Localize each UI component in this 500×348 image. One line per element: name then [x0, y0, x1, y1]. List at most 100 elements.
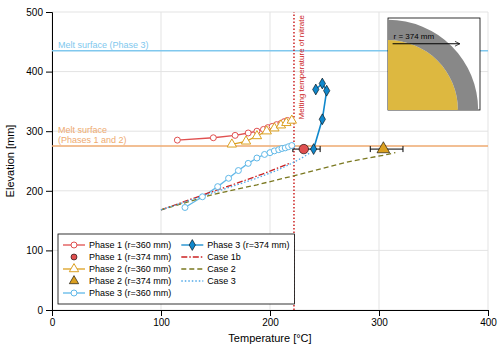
- plot-marks: [52, 12, 488, 310]
- point: [252, 131, 261, 139]
- tick: 0: [50, 310, 56, 328]
- tick-label: 200: [26, 186, 43, 197]
- tick: 100: [153, 310, 170, 328]
- tick-label: 400: [26, 66, 43, 77]
- point: [226, 175, 232, 181]
- error-bar-cap: [402, 146, 403, 152]
- inset-wall: [388, 20, 478, 110]
- grid-line-x: [488, 12, 489, 310]
- legend-marker: [189, 240, 195, 251]
- point: [289, 143, 295, 149]
- inset-drawing: r = 374 mm: [388, 20, 478, 110]
- tick-mark: [46, 12, 52, 13]
- legend-entry: Phase 3 (r=360 mm): [63, 288, 171, 298]
- reference-line: [52, 145, 488, 147]
- legend-box: [58, 234, 295, 304]
- point: [241, 136, 250, 144]
- point: [182, 205, 188, 211]
- inset-arrow: [393, 43, 460, 44]
- tick-label: 500: [26, 7, 43, 18]
- axis-line: [46, 13, 53, 311]
- tick-label: 300: [26, 126, 43, 137]
- series-line: [161, 153, 395, 210]
- grid-line-x: [379, 12, 380, 310]
- point: [319, 114, 325, 125]
- legend-marker: [71, 242, 77, 248]
- inset-frame: [388, 18, 480, 110]
- legend-entry: Phase 2 (r=374 mm): [69, 276, 171, 286]
- series-line: [185, 146, 292, 208]
- point: [287, 115, 296, 123]
- legend-marker: [71, 290, 77, 296]
- tick-mark: [46, 310, 52, 311]
- tick-label: 100: [26, 245, 43, 256]
- legend-label: Phase 1 (r=360 mm): [89, 240, 171, 250]
- inset-label: r = 374 mm: [394, 32, 435, 41]
- point: [245, 160, 251, 166]
- tick: 400: [480, 310, 497, 328]
- grid-line-y: [52, 12, 488, 13]
- legend-label: Case 3: [207, 276, 236, 286]
- point: [324, 85, 330, 96]
- tick-mark: [46, 131, 52, 132]
- legend-label: Phase 2 (r=360 mm): [89, 264, 171, 274]
- point: [254, 155, 260, 161]
- reference-label: Melt surface(Phases 1 and 2): [58, 125, 127, 145]
- legend-entry: Case 1b: [181, 252, 241, 262]
- point: [227, 139, 236, 147]
- legend-label: Case 1b: [207, 252, 241, 262]
- point: [310, 144, 316, 155]
- series-line: [314, 84, 327, 150]
- grid: [52, 12, 488, 310]
- tick-mark: [379, 310, 380, 316]
- tick: 300: [371, 310, 388, 328]
- x-axis-title: Temperature [°C]: [228, 332, 311, 344]
- legend-marker: [69, 276, 78, 284]
- tick-label: 200: [262, 317, 279, 328]
- series-line: [177, 120, 287, 140]
- point: [319, 78, 325, 89]
- legend-label: Phase 2 (r=374 mm): [89, 276, 171, 286]
- chart: 0 100 200 300 400 0 100 200 300 400 500 Temperature…: [0, 0, 500, 348]
- point: [313, 84, 319, 95]
- point: [199, 194, 205, 200]
- legend-label: Phase 3 (r=360 mm): [89, 288, 171, 298]
- error-bar-cap: [370, 146, 371, 152]
- tick-mark: [270, 310, 271, 316]
- tick-label: 100: [153, 317, 170, 328]
- tick-mark: [46, 191, 52, 192]
- y-axis-title: Elevation [mm]: [4, 125, 16, 198]
- tick-mark: [488, 310, 489, 316]
- point: [235, 168, 241, 174]
- reference-label: Melting temperature of nitrate: [297, 14, 306, 119]
- legend-entry: Phase 2 (r=360 mm): [63, 264, 171, 274]
- legend-entry: Phase 1 (r=360 mm): [63, 240, 171, 250]
- point: [245, 130, 251, 136]
- point: [299, 144, 308, 153]
- point: [174, 137, 180, 143]
- tick: 200: [262, 310, 279, 328]
- legend-marker: [71, 254, 77, 260]
- tick: 500: [26, 7, 52, 18]
- tick-label: 0: [50, 317, 56, 328]
- series-line: [161, 163, 290, 209]
- x-axis: 0 100 200 300 400: [50, 310, 498, 328]
- reference-label: Melt surface (Phase 3): [58, 40, 149, 50]
- legend-entry: Case 2: [181, 264, 236, 274]
- error-bar-cap: [320, 146, 321, 152]
- grid-line-y: [52, 190, 488, 191]
- tick: 400: [26, 66, 52, 77]
- legend-label: Case 2: [207, 264, 236, 274]
- point: [377, 142, 390, 153]
- legend-entry: Phase 3 (r=374 mm): [181, 240, 289, 251]
- tick: 100: [26, 245, 52, 256]
- tick: 0: [37, 305, 52, 316]
- y-axis: 0 100 200 300 400 500: [26, 7, 52, 316]
- legend: Phase 1 (r=360 mm) Phase 1 (r=374 mm) Phas…: [58, 234, 295, 304]
- legend-line: [181, 280, 203, 281]
- tick-label: 300: [371, 317, 388, 328]
- legend-entry: Phase 1 (r=374 mm): [71, 252, 171, 262]
- tick: 300: [26, 126, 52, 137]
- tick-mark: [46, 250, 52, 251]
- point: [232, 132, 238, 138]
